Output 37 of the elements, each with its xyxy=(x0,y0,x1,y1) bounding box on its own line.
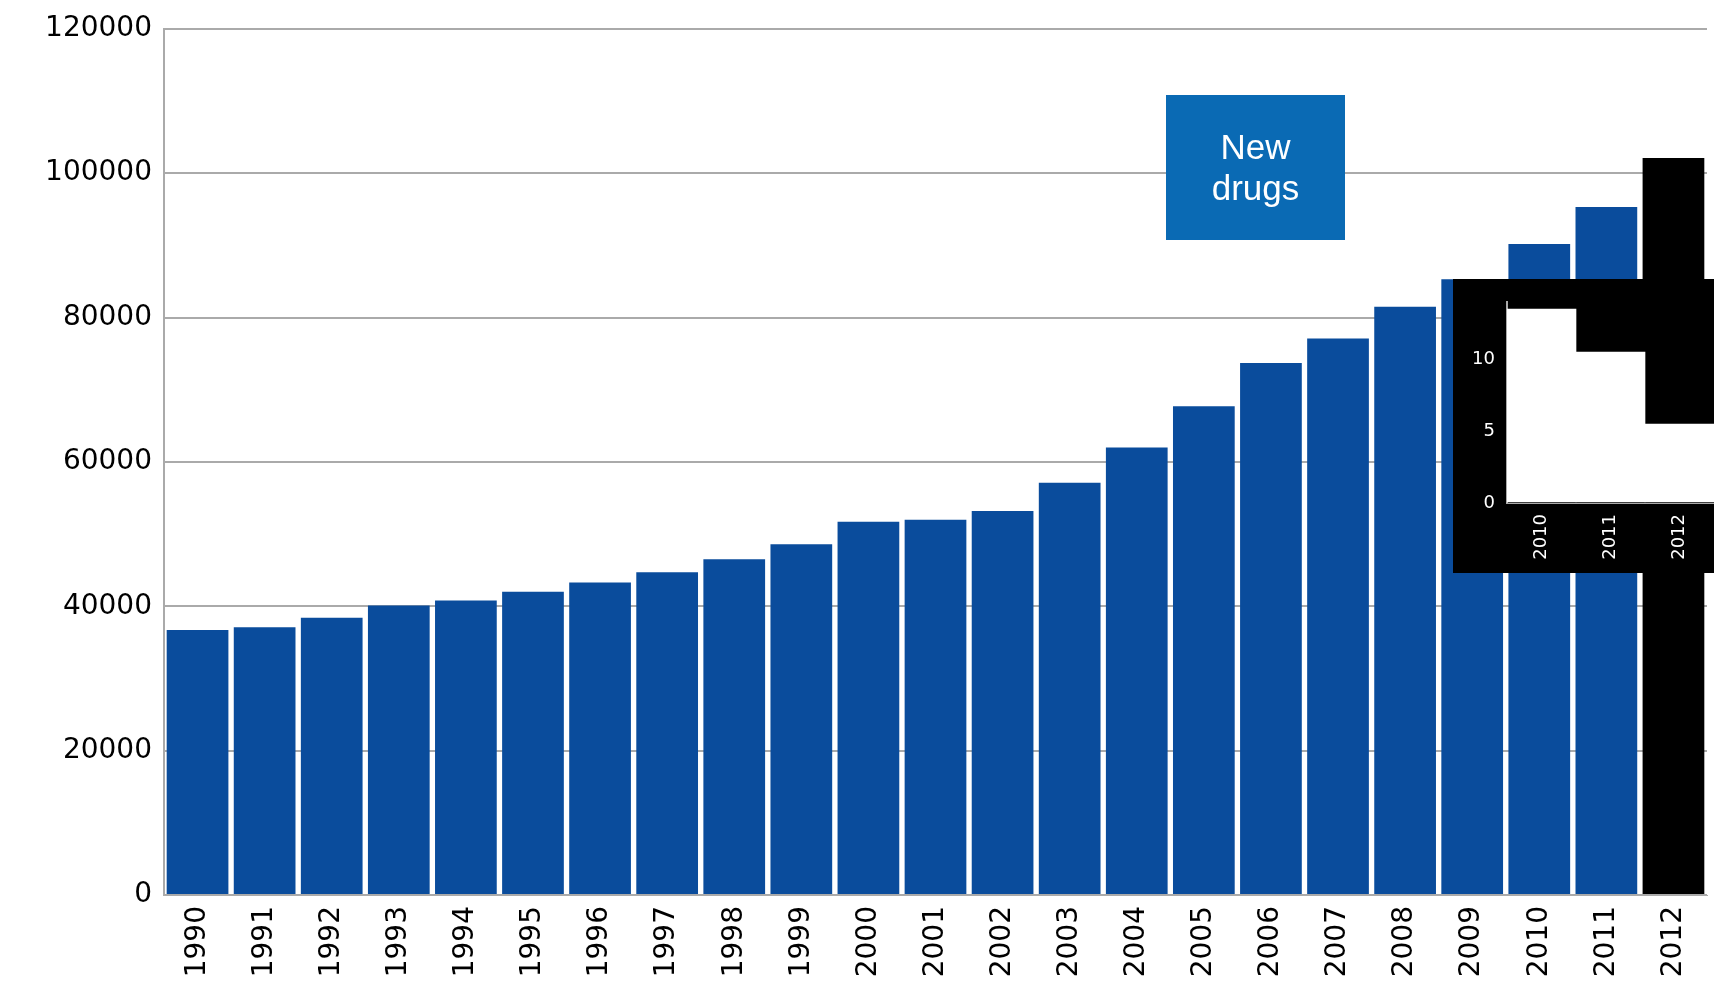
x-tick-label: 2003 xyxy=(1050,906,1084,978)
x-tick-label: 1996 xyxy=(581,906,615,978)
y-tick-label: 40000 xyxy=(62,587,152,621)
x-tick-label: 2009 xyxy=(1453,906,1487,978)
x-tick-label: 2011 xyxy=(1598,514,1620,560)
x-tick-label: 1992 xyxy=(313,906,346,978)
x-tick-label: 2010 xyxy=(1529,514,1551,560)
x-tick-label: 2000 xyxy=(849,906,883,978)
x-tick-label: 2008 xyxy=(1386,906,1420,978)
x-tick-label: 1991 xyxy=(245,906,279,978)
x-tick-label: 1994 xyxy=(447,906,481,978)
x-tick-label: 2007 xyxy=(1319,906,1353,978)
x-tick-label: 2002 xyxy=(983,906,1017,978)
y-tick-label: 20000 xyxy=(62,731,152,765)
x-tick-label: 1993 xyxy=(380,906,414,978)
x-tick-label: 1998 xyxy=(715,906,749,978)
x-tick-label: 2010 xyxy=(1520,906,1554,978)
y-tick-label: 0 xyxy=(1483,490,1495,512)
x-tick-label: 1995 xyxy=(514,906,548,978)
x-tick-label: 1999 xyxy=(782,906,816,978)
y-tick-label: 100000 xyxy=(45,154,152,188)
x-tick-label: 2011 xyxy=(1587,906,1621,978)
x-tick-label: 2001 xyxy=(916,906,950,978)
x-tick-label: 2004 xyxy=(1118,906,1152,978)
y-tick-label: 5 xyxy=(1483,418,1495,440)
y-tick-label: 10 xyxy=(1472,346,1495,368)
x-tick-label: 2006 xyxy=(1252,906,1286,978)
x-tick-label: 2012 xyxy=(1654,906,1688,978)
x-tick-label: 2012 xyxy=(1667,514,1689,560)
x-tick-label: 2005 xyxy=(1185,906,1219,978)
y-tick-label: 0 xyxy=(134,876,152,910)
y-tick-label: 80000 xyxy=(62,298,152,332)
x-tick-label: 1997 xyxy=(648,906,682,978)
y-tick-label: 120000 xyxy=(45,10,152,44)
x-tick-label: 1990 xyxy=(178,906,212,978)
y-tick-label: 60000 xyxy=(62,443,152,477)
label-box: New drugs xyxy=(1166,95,1345,240)
